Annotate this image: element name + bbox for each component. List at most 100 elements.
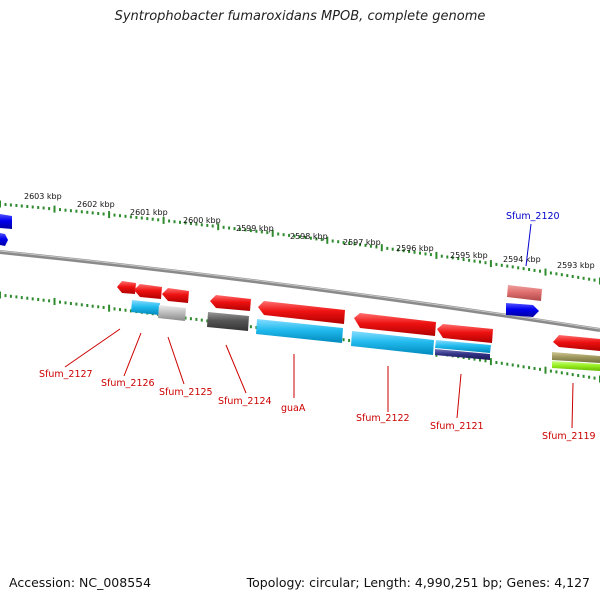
minor-tick [244, 228, 247, 232]
minor-tick [20, 296, 23, 300]
callout-line [64, 328, 121, 368]
minor-tick [249, 325, 252, 329]
minor-tick [315, 237, 318, 241]
minor-tick [446, 255, 449, 259]
gene-sfum-2119-olive[interactable] [552, 352, 600, 363]
minor-tick [195, 222, 198, 226]
minor-tick [386, 246, 389, 250]
minor-tick [320, 238, 323, 242]
gene-label-sfum-2119[interactable]: Sfum_2119 [542, 431, 596, 442]
gene-sfum-2125[interactable] [162, 288, 189, 303]
minor-tick [15, 295, 18, 299]
gene-sfum-2122-lower[interactable] [351, 331, 434, 355]
gene-label-sfum-2120[interactable]: Sfum_2120 [506, 211, 560, 222]
callout-line [571, 382, 574, 429]
gene-sfum-2120[interactable] [507, 285, 542, 301]
genome-backbone-highlight [0, 250, 600, 330]
minor-tick [566, 372, 569, 376]
gene-label-sfum-2126[interactable]: Sfum_2126 [101, 378, 155, 389]
gene-sfum-2126[interactable] [134, 284, 162, 299]
gene-sfum-2127[interactable] [117, 281, 136, 294]
minor-tick [522, 365, 525, 369]
gene-sfum-2121-lower[interactable] [435, 340, 491, 353]
minor-tick [59, 300, 61, 304]
minor-tick [129, 215, 132, 219]
major-tick [53, 205, 56, 213]
gene-arrow-left-edge-bottom[interactable] [0, 233, 8, 246]
minor-tick [277, 232, 280, 236]
minor-tick [48, 299, 51, 303]
minor-tick [113, 307, 116, 311]
minor-tick [249, 229, 252, 233]
kbp-label: 2602 kbp [77, 200, 115, 209]
minor-tick [506, 362, 509, 366]
minor-tick [64, 301, 67, 305]
forward-strand-genes [0, 214, 542, 317]
gene-labels: Sfum_2127 Sfum_2126 Sfum_2125 Sfum_2124 … [39, 211, 596, 442]
major-tick [0, 200, 1, 208]
minor-tick [451, 256, 454, 260]
minor-tick [184, 316, 187, 320]
minor-tick [59, 208, 61, 212]
minor-tick [206, 319, 209, 323]
minor-tick [15, 204, 18, 207]
callout-line [456, 373, 462, 419]
minor-tick [86, 304, 89, 307]
gene-sfum-2125-lower[interactable] [158, 305, 186, 321]
minor-tick [342, 338, 345, 342]
minor-tick [424, 252, 427, 256]
gene-label-sfum-2127[interactable]: Sfum_2127 [39, 369, 93, 380]
minor-tick [560, 371, 563, 375]
genome-backbone [0, 250, 600, 332]
gene-label-guaA[interactable]: guaA [281, 403, 306, 414]
kbp-label: 2603 kbp [24, 192, 62, 201]
minor-tick [337, 240, 340, 244]
minor-tick [511, 363, 514, 367]
kbp-label: 2599 kbp [236, 224, 274, 233]
minor-tick [48, 207, 51, 211]
genome-summary: Topology: circular; Length: 4,990,251 bp… [246, 575, 590, 590]
minor-tick [473, 357, 476, 361]
minor-tick [260, 230, 263, 234]
gene-arrow-left-edge-top[interactable] [0, 214, 12, 229]
gene-sfum-2126-lower[interactable] [131, 300, 160, 315]
gene-label-sfum-2125[interactable]: Sfum_2125 [159, 387, 213, 398]
minor-tick [26, 205, 29, 208]
gene-sfum-2124[interactable] [210, 295, 251, 311]
minor-tick [413, 250, 416, 254]
minor-tick [211, 224, 214, 228]
minor-tick [375, 245, 378, 249]
minor-tick [91, 211, 94, 215]
gene-sfum-2120-lower[interactable] [506, 303, 539, 317]
minor-tick [353, 242, 356, 246]
gene-label-sfum-2124[interactable]: Sfum_2124 [218, 396, 272, 407]
gene-label-sfum-2122[interactable]: Sfum_2122 [356, 413, 410, 424]
kbp-scale-labels: 2603 kbp 2602 kbp 2601 kbp 2600 kbp 2599… [24, 192, 595, 270]
gene-guaA[interactable] [258, 301, 345, 324]
major-tick [108, 304, 111, 312]
callout-line [525, 223, 532, 267]
minor-tick [4, 294, 7, 298]
minor-tick [69, 302, 72, 305]
minor-tick [571, 373, 574, 377]
major-tick [380, 244, 383, 252]
gene-guaA-lower[interactable] [256, 319, 343, 343]
gene-sfum-2121-navy[interactable] [435, 349, 490, 360]
gene-label-sfum-2121[interactable]: Sfum_2121 [430, 421, 484, 432]
gene-sfum-2122[interactable] [354, 313, 436, 336]
gene-sfum-2119-lime[interactable] [552, 361, 600, 371]
minor-tick [9, 294, 12, 298]
gene-sfum-2121[interactable] [437, 324, 493, 343]
minor-tick [200, 223, 203, 227]
minor-tick [479, 260, 481, 264]
minor-tick [419, 251, 421, 255]
minor-tick [206, 223, 209, 227]
minor-tick [31, 205, 34, 209]
gene-sfum-2124-lower[interactable] [207, 312, 249, 331]
minor-tick [222, 225, 225, 229]
gene-sfum-2119[interactable] [553, 335, 600, 351]
minor-tick [97, 305, 100, 309]
minor-tick [151, 217, 154, 221]
minor-tick [75, 209, 78, 213]
